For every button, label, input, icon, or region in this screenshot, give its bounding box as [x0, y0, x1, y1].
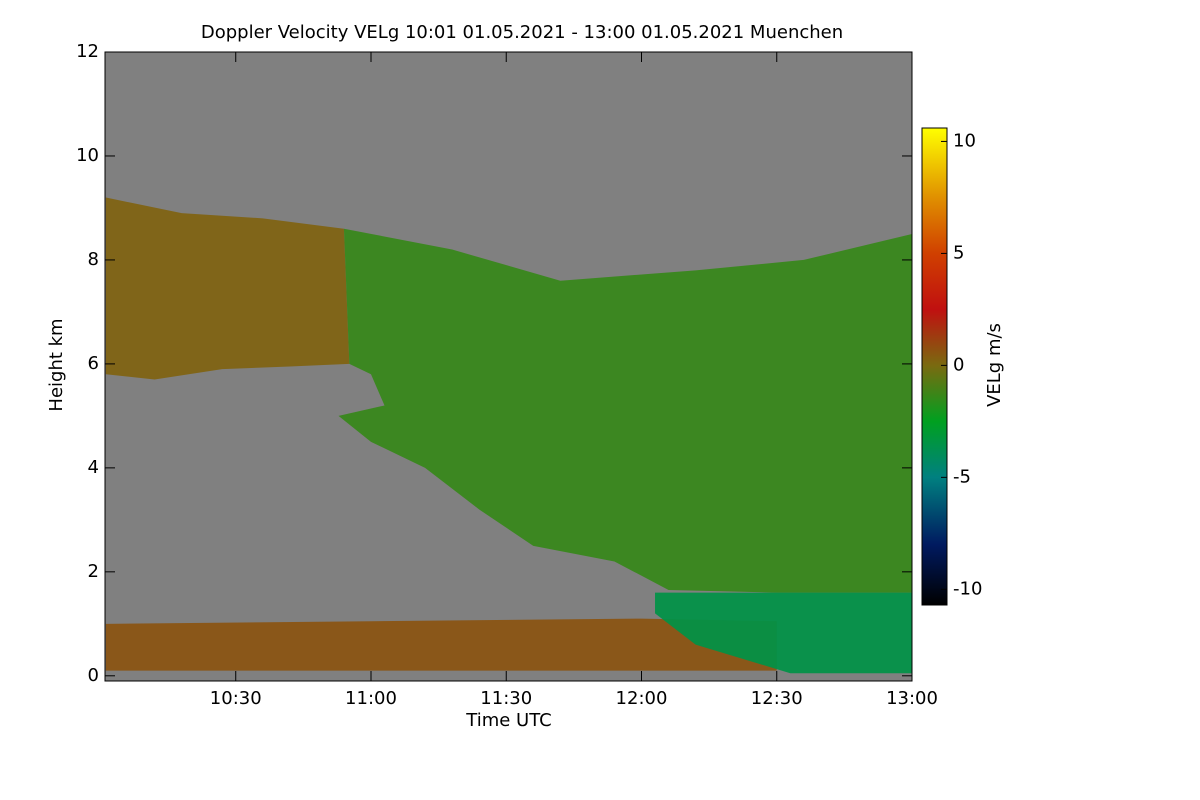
colorbar-label: VELg m/s	[984, 323, 1005, 407]
y-tick-label: 0	[88, 665, 99, 686]
colorbar-tick-label: 10	[953, 130, 976, 151]
colorbar-tick-label: 5	[953, 242, 964, 263]
y-tick-label: 4	[88, 457, 99, 478]
y-tick-label: 6	[88, 353, 99, 374]
y-axis-label: Height km	[46, 318, 67, 411]
y-tick-label: 10	[76, 145, 99, 166]
y-tick-label: 12	[76, 41, 99, 62]
echo-region	[655, 592, 912, 674]
plot-frame	[104, 51, 913, 682]
colorbar	[921, 127, 948, 606]
y-tick-label: 2	[88, 561, 99, 582]
echo-region	[105, 197, 350, 380]
colorbar-tick-label: 0	[953, 354, 964, 375]
chart-title: Doppler Velocity VELg 10:01 01.05.2021 -…	[201, 22, 843, 43]
x-axis-label: Time UTC	[465, 710, 551, 731]
x-tick-label: 10:30	[210, 688, 262, 709]
echo-region	[338, 228, 912, 593]
x-tick-label: 11:30	[480, 688, 532, 709]
colorbar-tick-label: -10	[953, 578, 982, 599]
y-tick-label: 8	[88, 249, 99, 270]
x-tick-label: 11:00	[345, 688, 397, 709]
x-tick-label: 13:00	[886, 688, 938, 709]
echo-region	[105, 618, 777, 671]
colorbar-tick-label: -5	[953, 466, 971, 487]
x-tick-label: 12:30	[751, 688, 803, 709]
x-tick-label: 12:00	[616, 688, 668, 709]
